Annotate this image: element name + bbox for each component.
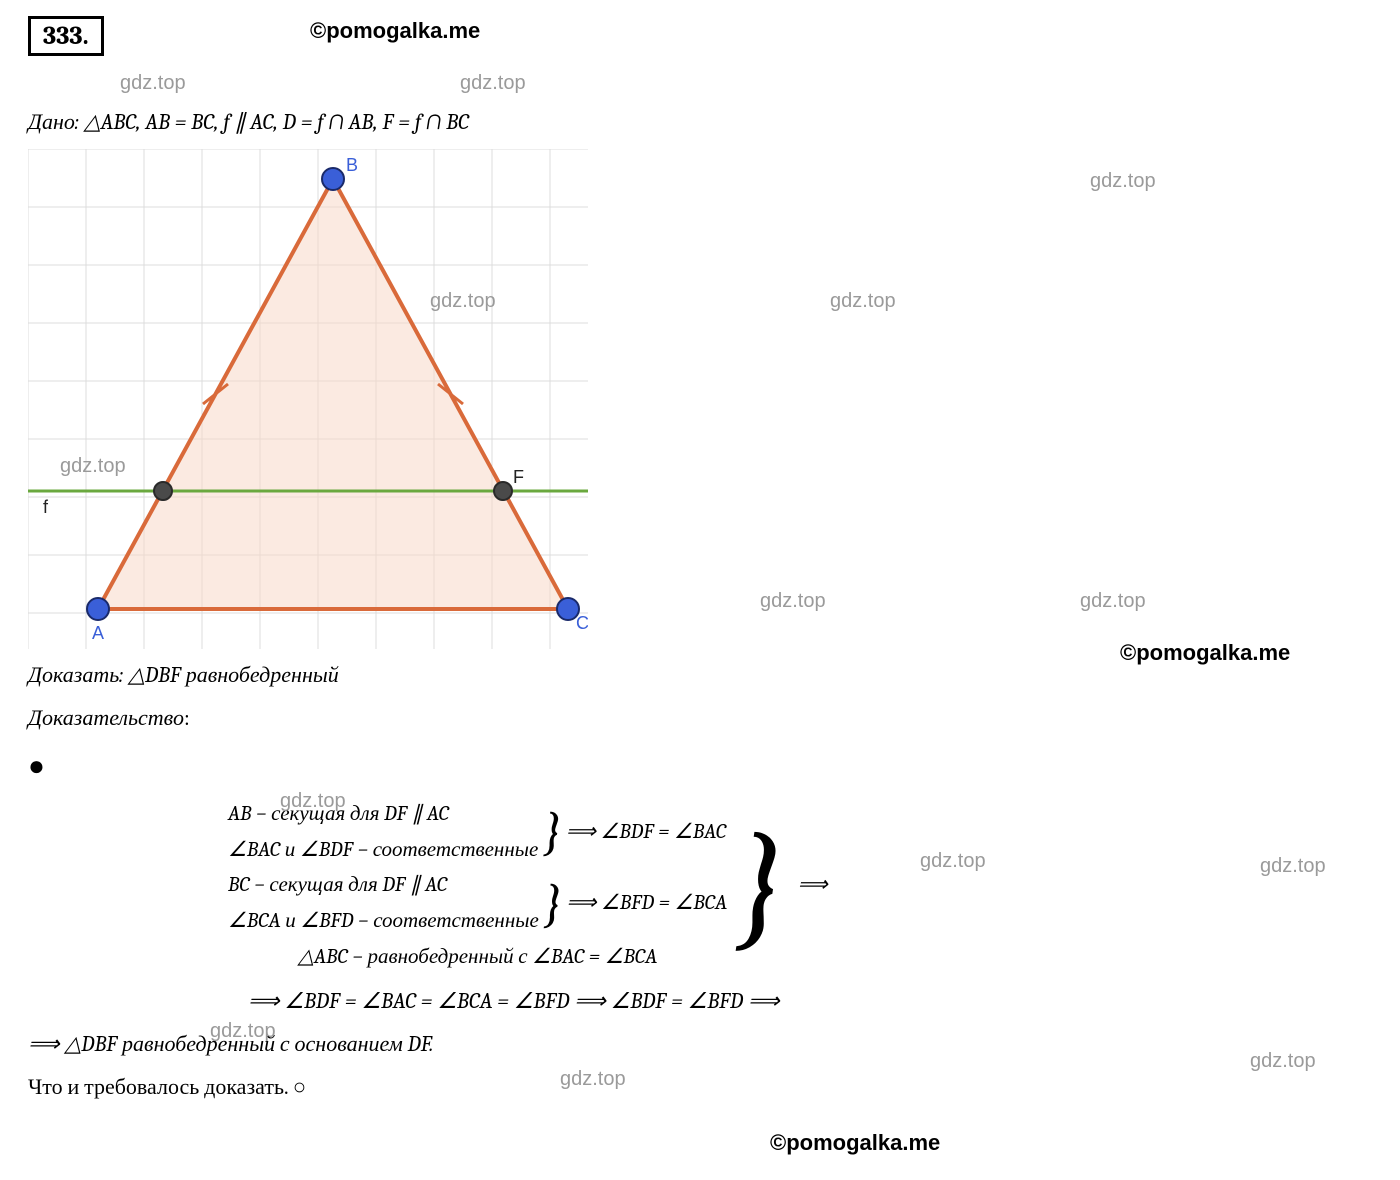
watermark: gdz.top bbox=[60, 455, 126, 478]
watermark: gdz.top bbox=[760, 590, 826, 613]
label-A: A bbox=[92, 623, 104, 643]
proof-r1: ⟹ ∠BDF = ∠BAC bbox=[566, 815, 726, 851]
label-F: F bbox=[513, 467, 524, 487]
big-arrow: ⟹ bbox=[792, 868, 834, 904]
copyright-bottom: ©pomogalka.me bbox=[770, 1130, 940, 1156]
watermark: gdz.top bbox=[280, 790, 346, 813]
prove-text: : △DBF равнобедренный bbox=[119, 662, 339, 688]
label-B: B bbox=[346, 155, 358, 175]
watermark: gdz.top bbox=[120, 72, 186, 95]
watermark: gdz.top bbox=[560, 1068, 626, 1091]
brace-icon: } bbox=[727, 830, 792, 942]
prove-label: Доказать bbox=[28, 662, 119, 688]
proof-derivation: AB − секущая для DF ∥ AC ∠BAC и ∠BDF − с… bbox=[228, 797, 1372, 975]
watermark: gdz.top bbox=[830, 290, 896, 313]
copyright-mid: ©pomogalka.me bbox=[1120, 640, 1290, 666]
proof-l3: BC − секущая для DF ∥ AC bbox=[228, 868, 539, 904]
brace-icon: } bbox=[538, 809, 566, 856]
proof-chain: ⟹ ∠BDF = ∠BAC = ∠BCA = ∠BFD ⟹ ∠BDF = ∠BF… bbox=[248, 985, 1372, 1018]
given-text: : △ABC, AB = BC, f ∥ AC, D = f ∩ AB, F =… bbox=[75, 109, 469, 135]
proof-l4: ∠BCA и ∠BFD − соответственные bbox=[228, 904, 539, 940]
proof-colon: : bbox=[184, 705, 190, 731]
watermark: gdz.top bbox=[430, 290, 496, 313]
watermark: gdz.top bbox=[1260, 855, 1326, 878]
given-label: Дано bbox=[28, 109, 75, 135]
triangle-diagram: A B C F f bbox=[28, 149, 588, 649]
watermark: gdz.top bbox=[920, 850, 986, 873]
bullet-icon: ● bbox=[28, 750, 45, 782]
label-C: C bbox=[576, 613, 588, 633]
proof-r2: ⟹ ∠BFD = ∠BCA bbox=[566, 886, 727, 922]
watermark: gdz.top bbox=[460, 72, 526, 95]
proof-l1: AB − секущая для DF ∥ AC bbox=[228, 797, 538, 833]
copyright-top: ©pomogalka.me bbox=[310, 18, 480, 44]
proof-l2: ∠BAC и ∠BDF − соответственные bbox=[228, 833, 538, 869]
watermark: gdz.top bbox=[210, 1020, 276, 1043]
watermark: gdz.top bbox=[1080, 590, 1146, 613]
proof-l5: △ABC − равнобедренный с ∠BAC = ∠BCA bbox=[228, 940, 727, 976]
watermark: gdz.top bbox=[1090, 170, 1156, 193]
brace-icon: } bbox=[539, 881, 567, 928]
watermark: gdz.top bbox=[1250, 1050, 1316, 1073]
problem-number: 333. bbox=[28, 16, 104, 56]
proof-label: Доказательство bbox=[28, 705, 184, 731]
qed-line: Что и требовалось доказать. ○ bbox=[28, 1071, 1372, 1104]
